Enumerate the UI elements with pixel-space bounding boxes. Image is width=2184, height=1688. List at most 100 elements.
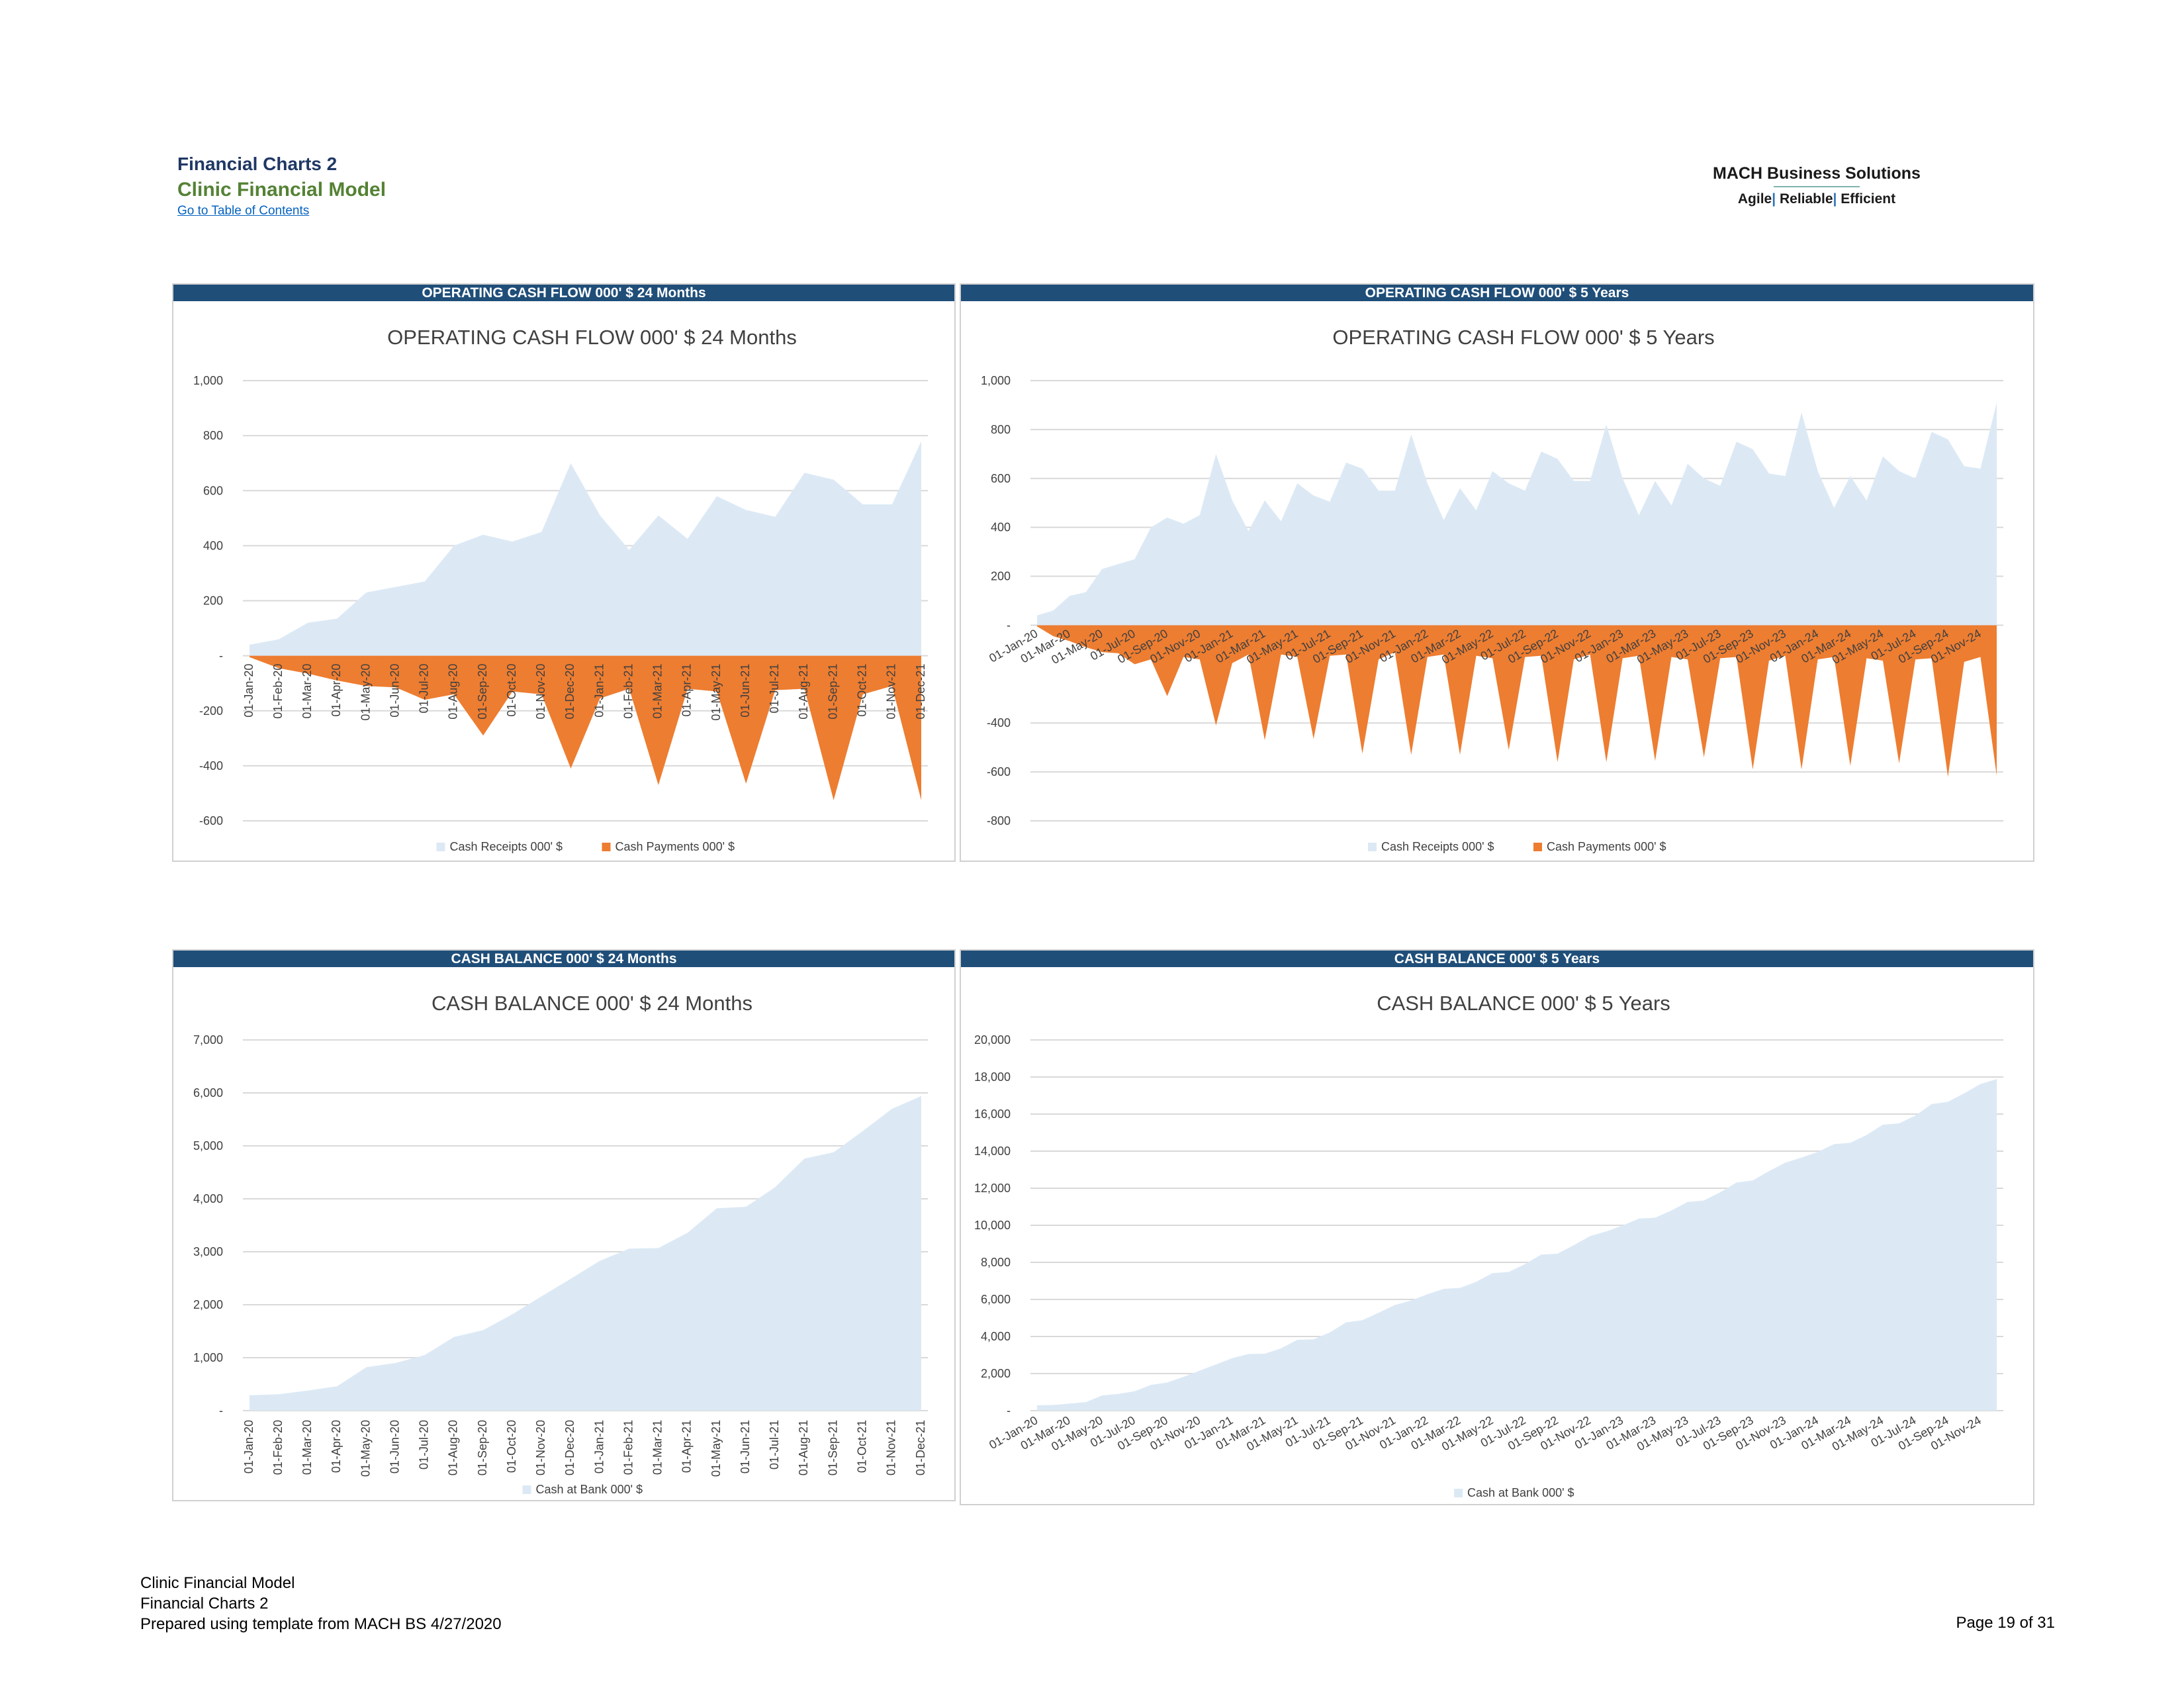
y-tick-label: -	[1007, 1404, 1011, 1417]
y-tick-label: 4,000	[981, 1330, 1011, 1343]
series-area-receipts	[250, 441, 921, 656]
x-tick-label: 01-Dec-21	[914, 1420, 927, 1476]
y-tick-label: 800	[991, 423, 1011, 436]
chart-cash-balance-24-months: CASH BALANCE 000' $ 24 Months 7,000 6,000 5…	[193, 992, 928, 1496]
chart-cash-balance-5-years: CASH BALANCE 000' $ 5 Years 20,000 18,000 1…	[974, 992, 2003, 1499]
legend-label: Cash Receipts 000' $	[450, 840, 563, 853]
y-tick-label: 600	[203, 484, 223, 497]
x-tick-label: 01-Nov-20	[534, 664, 547, 720]
x-tick-label: 01-Mar-20	[300, 664, 314, 719]
y-tick-label: 400	[991, 521, 1011, 534]
x-tick-label: 01-Jul-21	[768, 1420, 781, 1470]
y-tick-label: -200	[199, 704, 223, 718]
company-logo: MACH Business Solutions Agile| Reliable|…	[1681, 164, 1952, 207]
y-tick-label: 18,000	[974, 1070, 1011, 1084]
x-tick-label: 01-Oct-20	[505, 664, 518, 717]
y-tick-label: 400	[203, 539, 223, 552]
x-tick-label: 01-Feb-20	[271, 1420, 285, 1475]
series-area-receipts	[1037, 402, 1997, 626]
y-tick-label: 7,000	[193, 1033, 223, 1047]
legend-swatch	[436, 843, 445, 851]
y-tick-label: -	[1007, 618, 1011, 632]
x-tick-label: 01-Dec-21	[914, 664, 927, 720]
x-tick-label: 01-Jun-20	[388, 664, 401, 718]
y-tick-label: 12,000	[974, 1182, 1011, 1195]
x-tick-label: 01-Aug-21	[797, 1420, 810, 1476]
page-title: Financial Charts 2	[177, 154, 338, 174]
logo-tagline: Agile| Reliable| Efficient	[1737, 191, 1896, 207]
x-tick-label: 01-Feb-21	[621, 1420, 635, 1475]
x-tick-label: 01-Dec-20	[563, 1420, 576, 1476]
chart-ocf-5-years: OPERATING CASH FLOW 000' $ 5 Years 1,000 8…	[981, 326, 2003, 853]
y-tick-label: 800	[203, 429, 223, 442]
y-tick-label: 1,000	[981, 374, 1011, 387]
y-tick-label: 1,000	[193, 1351, 223, 1364]
y-tick-label: 14,000	[974, 1145, 1011, 1158]
chart-title: OPERATING CASH FLOW 000' $ 24 Months	[387, 326, 797, 349]
x-tick-label: 01-Nov-21	[885, 664, 898, 720]
x-tick-label: 01-Jan-20	[242, 664, 255, 718]
x-tick-label: 01-Feb-20	[271, 664, 285, 719]
series-area-payments	[1037, 625, 1997, 777]
x-tick-label: 01-Nov-20	[534, 1420, 547, 1476]
series-area-receipts	[250, 1096, 921, 1411]
y-tick-label: 5,000	[193, 1139, 223, 1152]
chart-panel-ocf-5-years: OPERATING CASH FLOW 000' $ 5 Years OPERA…	[960, 283, 2034, 862]
y-tick-label: -600	[199, 814, 223, 827]
page-footer: Clinic Financial Model Financial Charts …	[140, 1573, 502, 1634]
x-tick-label: 01-May-21	[709, 664, 723, 721]
x-tick-label: 01-Oct-20	[505, 1420, 518, 1473]
chart-title: CASH BALANCE 000' $ 5 Years	[1377, 992, 1670, 1015]
x-tick-label: 01-Mar-21	[651, 1420, 664, 1475]
legend-label: Cash Payments 000' $	[615, 840, 735, 853]
x-tick-label: 01-Sep-21	[826, 1420, 839, 1476]
x-tick-label: 01-Sep-20	[476, 664, 489, 720]
x-tick-label: 01-Oct-21	[855, 664, 868, 717]
footer-line-2: Financial Charts 2	[140, 1595, 269, 1613]
legend-swatch	[602, 843, 611, 851]
x-tick-label: 01-May-21	[709, 1420, 723, 1477]
x-tick-label: 01-Dec-20	[563, 664, 576, 720]
y-tick-label: -400	[199, 759, 223, 773]
y-tick-label: 200	[991, 570, 1011, 583]
series-area-payments	[250, 655, 921, 800]
chart-panel-cash-balance-5-years: CASH BALANCE 000' $ 5 Years CASH BALANCE…	[960, 949, 2034, 1505]
logo-name: MACH Business Solutions	[1713, 164, 1921, 183]
x-tick-label: 01-Jul-20	[418, 664, 431, 714]
y-tick-label: 4,000	[193, 1192, 223, 1205]
legend-label: Cash at Bank 000' $	[536, 1483, 643, 1496]
y-tick-label: 2,000	[981, 1367, 1011, 1380]
table-of-contents-link[interactable]: Go to Table of Contents	[177, 204, 310, 218]
panel-header-bar: CASH BALANCE 000' $ 5 Years	[961, 951, 2033, 967]
x-tick-label: 01-Aug-20	[447, 664, 460, 720]
legend-label: Cash Receipts 000' $	[1381, 840, 1494, 853]
logo-tag-agile: Agile	[1737, 191, 1772, 207]
y-tick-label: 2,000	[193, 1298, 223, 1311]
x-tick-label: 01-Aug-20	[447, 1420, 460, 1476]
x-tick-label: 01-Feb-21	[621, 664, 635, 719]
chart-panel-cash-balance-24-months: CASH BALANCE 000' $ 24 Months CASH BALAN…	[172, 949, 956, 1501]
x-tick-label: 01-Oct-21	[855, 1420, 868, 1473]
logo-divider	[1774, 186, 1860, 187]
x-tick-label: 01-Apr-20	[330, 664, 343, 717]
panel-header-bar: OPERATING CASH FLOW 000' $ 24 Months	[173, 285, 954, 301]
y-tick-label: 1,000	[193, 374, 223, 387]
y-tick-label: 600	[991, 472, 1011, 485]
chart-title: CASH BALANCE 000' $ 24 Months	[432, 992, 752, 1015]
y-tick-label: 200	[203, 594, 223, 608]
y-tick-label: -400	[987, 716, 1011, 729]
footer-line-1: Clinic Financial Model	[140, 1574, 295, 1592]
y-tick-label: 20,000	[974, 1033, 1011, 1047]
y-tick-label: -600	[987, 765, 1011, 778]
x-tick-label: 01-Nov-21	[885, 1420, 898, 1476]
x-tick-label: 01-Sep-20	[476, 1420, 489, 1476]
x-tick-label: 01-Jan-20	[242, 1420, 255, 1474]
y-tick-label: -	[219, 649, 223, 663]
legend-swatch	[522, 1485, 531, 1494]
x-tick-label: 01-Jan-21	[592, 1420, 606, 1474]
x-tick-label: 01-Jun-20	[388, 1420, 401, 1474]
y-tick-label: 16,000	[974, 1107, 1011, 1121]
x-tick-label: 01-May-20	[359, 1420, 372, 1477]
x-tick-label: 01-Apr-20	[330, 1420, 343, 1473]
y-tick-label: 6,000	[981, 1293, 1011, 1306]
